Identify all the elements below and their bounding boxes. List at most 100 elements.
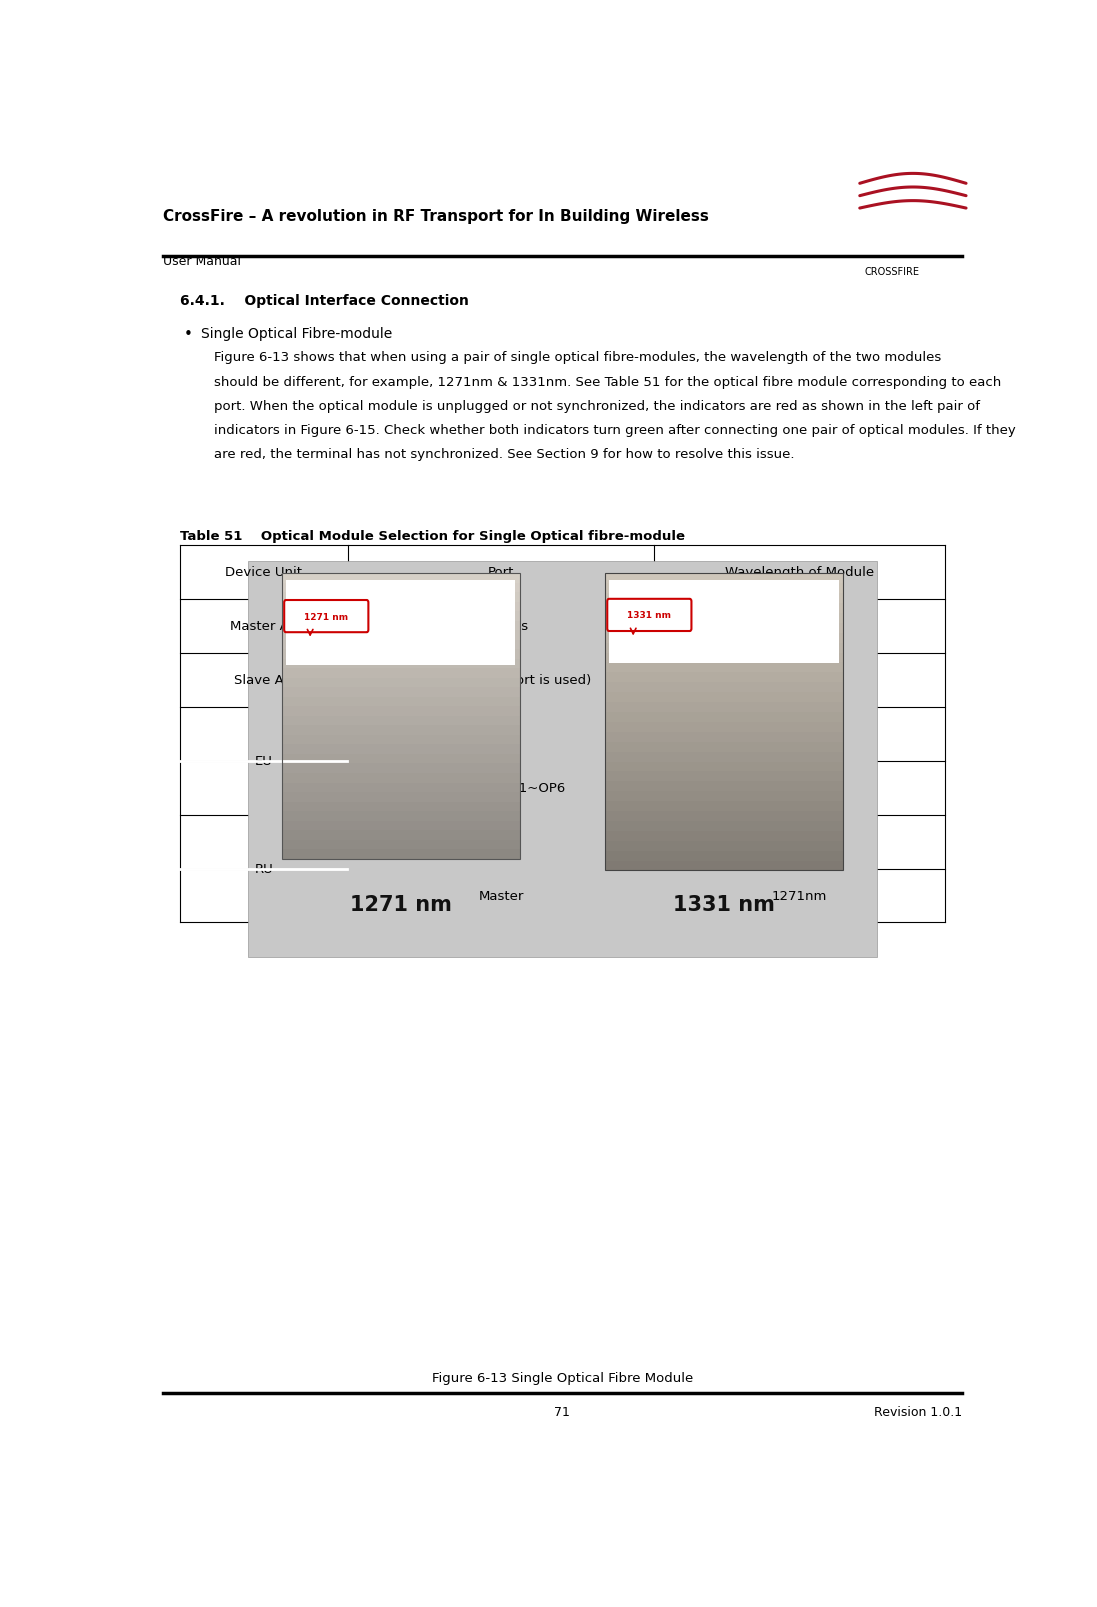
Bar — [604, 852, 842, 861]
Bar — [604, 840, 842, 852]
Text: Figure 6-13 shows that when using a pair of single optical fibre-modules, the wa: Figure 6-13 shows that when using a pair… — [214, 352, 941, 365]
Bar — [604, 723, 842, 733]
Text: Master: Master — [478, 889, 523, 903]
Bar — [282, 659, 520, 669]
Bar — [604, 742, 842, 752]
Bar — [282, 641, 520, 649]
Text: 6.4.1.    Optical Interface Connection: 6.4.1. Optical Interface Connection — [180, 294, 468, 309]
Bar — [282, 649, 520, 659]
Bar — [604, 712, 842, 723]
Bar — [604, 614, 842, 624]
Bar — [604, 624, 842, 633]
Bar — [609, 580, 838, 664]
Bar — [604, 693, 842, 702]
Text: Wavelength of Module: Wavelength of Module — [725, 566, 874, 579]
Bar — [604, 762, 842, 771]
Text: 1331nm: 1331nm — [771, 728, 827, 741]
Text: All Ports: All Ports — [474, 620, 528, 633]
Bar — [604, 821, 842, 831]
Bar — [604, 752, 842, 762]
Bar — [282, 688, 520, 697]
Text: Slave AU: Slave AU — [234, 673, 294, 686]
Bar — [282, 802, 520, 812]
Bar — [282, 746, 520, 755]
Bar — [282, 612, 520, 622]
Bar — [282, 736, 520, 746]
Bar — [604, 733, 842, 742]
Bar — [282, 840, 520, 850]
Text: 1331nm: 1331nm — [771, 673, 827, 686]
Text: 1271nm: 1271nm — [771, 781, 827, 794]
Bar — [604, 802, 842, 812]
Text: RU: RU — [255, 863, 273, 876]
Bar — [282, 669, 520, 678]
Bar — [604, 604, 842, 614]
Text: Device Unit: Device Unit — [225, 566, 303, 579]
Bar — [282, 755, 520, 763]
Bar — [604, 771, 842, 783]
Bar — [282, 812, 520, 821]
Bar — [604, 792, 842, 802]
Text: •: • — [184, 326, 193, 341]
Bar — [282, 583, 520, 593]
Text: 1331 nm: 1331 nm — [672, 893, 774, 914]
Bar — [604, 633, 842, 643]
Text: User Manual: User Manual — [162, 256, 240, 268]
Text: Revision 1.0.1: Revision 1.0.1 — [873, 1406, 962, 1419]
Text: 1271 nm: 1271 nm — [304, 612, 349, 622]
Text: Port: Port — [488, 566, 514, 579]
Bar — [604, 702, 842, 712]
Bar — [282, 632, 520, 641]
Bar — [604, 583, 842, 593]
Bar — [282, 821, 520, 831]
Bar — [604, 783, 842, 792]
Bar — [604, 683, 842, 693]
Text: Slave: Slave — [483, 836, 519, 848]
FancyBboxPatch shape — [284, 601, 369, 633]
Text: should be different, for example, 1271nm & 1331nm. See Table 51 for the optical : should be different, for example, 1271nm… — [214, 376, 1000, 389]
Text: Master AU: Master AU — [229, 620, 298, 633]
Text: 1271nm: 1271nm — [771, 889, 827, 903]
Text: Table 51    Optical Module Selection for Single Optical fibre-module: Table 51 Optical Module Selection for Si… — [180, 529, 685, 543]
Bar — [604, 574, 842, 583]
Bar — [604, 664, 842, 673]
Text: indicators in Figure 6-15. Check whether both indicators turn green after connec: indicators in Figure 6-15. Check whether… — [214, 424, 1016, 437]
Text: OP1 (only this port is used): OP1 (only this port is used) — [410, 673, 591, 686]
Text: 1271nm: 1271nm — [771, 620, 827, 633]
Bar — [282, 792, 520, 802]
Bar — [604, 643, 842, 652]
Text: Figure 6-13 Single Optical Fibre Module: Figure 6-13 Single Optical Fibre Module — [431, 1371, 693, 1384]
Bar — [282, 763, 520, 773]
Bar — [248, 561, 877, 958]
Bar — [282, 593, 520, 603]
Bar — [282, 783, 520, 792]
Text: 71: 71 — [554, 1406, 570, 1419]
Text: 1331nm: 1331nm — [771, 836, 827, 848]
Bar — [282, 717, 520, 726]
Bar — [604, 831, 842, 840]
Bar — [604, 673, 842, 683]
Bar — [282, 850, 520, 860]
Text: CROSSFIRE: CROSSFIRE — [864, 267, 919, 276]
Bar — [604, 652, 842, 664]
Bar — [282, 726, 520, 736]
Bar — [282, 603, 520, 612]
Bar — [282, 574, 520, 583]
Bar — [282, 707, 520, 717]
Bar — [282, 574, 520, 860]
Bar — [604, 861, 842, 871]
Text: Master & OP1~OP6: Master & OP1~OP6 — [437, 781, 566, 794]
Text: Single Optical Fibre-module: Single Optical Fibre-module — [201, 326, 392, 341]
Bar — [282, 831, 520, 840]
Bar — [282, 697, 520, 707]
Bar — [286, 580, 516, 665]
Bar — [282, 773, 520, 783]
Bar — [282, 678, 520, 688]
Text: CrossFire – A revolution in RF Transport for In Building Wireless: CrossFire – A revolution in RF Transport… — [162, 209, 709, 223]
Text: Slave: Slave — [483, 728, 519, 741]
Bar — [604, 812, 842, 821]
Bar — [604, 593, 842, 604]
FancyBboxPatch shape — [608, 599, 691, 632]
Bar — [282, 622, 520, 632]
Bar — [604, 574, 842, 871]
